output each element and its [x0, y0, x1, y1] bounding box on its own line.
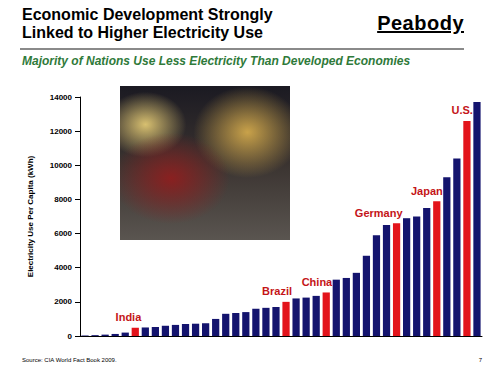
svg-text:14000: 14000	[50, 93, 73, 102]
svg-text:4000: 4000	[54, 263, 72, 272]
svg-text:Electricity Use Per Capita (kW: Electricity Use Per Capita (kWh)	[26, 155, 35, 277]
svg-text:Germany: Germany	[355, 207, 404, 219]
html-text:Economic Development Strongly: Economic Development Strongly Linked to …	[22, 6, 273, 41]
html-text:7: 7	[478, 357, 482, 363]
html-text:Majority of Nations Use Less E: Majority of Nations Use Less Electricity…	[22, 54, 411, 68]
svg-text:10000: 10000	[50, 161, 73, 170]
svg-text:China: China	[302, 276, 333, 288]
svg-text:6000: 6000	[54, 229, 72, 238]
svg-text:U.S.: U.S.	[452, 104, 473, 116]
svg-text:Brazil: Brazil	[262, 285, 292, 297]
svg-text:12000: 12000	[50, 127, 73, 136]
svg-text:India: India	[116, 311, 143, 323]
svg-text:Japan: Japan	[411, 185, 443, 197]
html-text:Source: CIA World Fact Book 20: Source: CIA World Fact Book 2009.	[22, 357, 117, 363]
html-text:Peabody: Peabody	[377, 12, 464, 34]
svg-text:8000: 8000	[54, 195, 72, 204]
svg-text:2000: 2000	[54, 297, 72, 306]
svg-text:0: 0	[68, 332, 73, 341]
